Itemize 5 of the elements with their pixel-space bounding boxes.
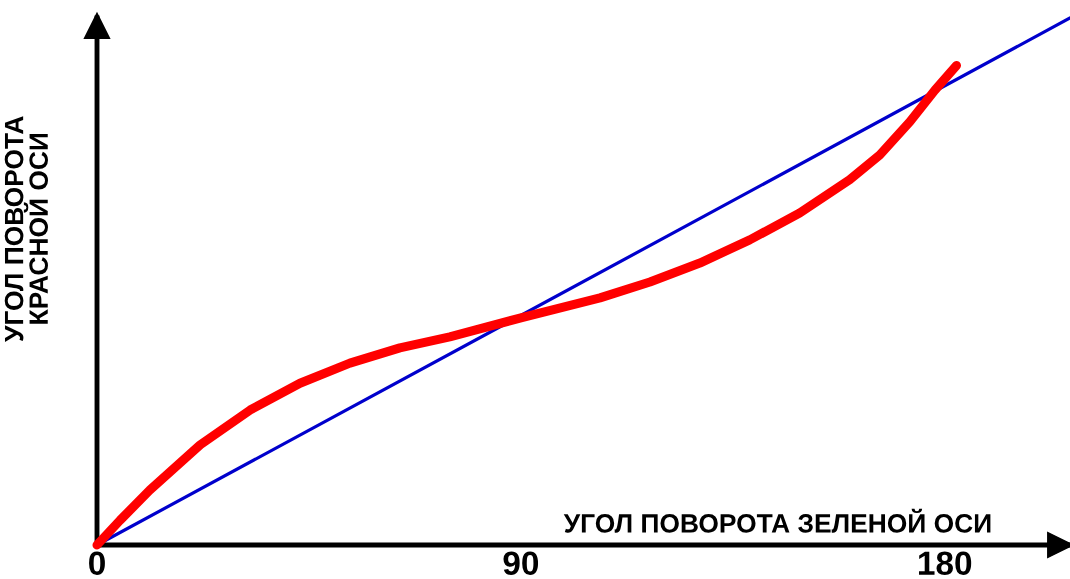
x-tick-label: 0 xyxy=(89,551,105,576)
x-tick-label: 180 xyxy=(919,551,972,576)
x-tick-label: 90 xyxy=(503,551,539,576)
y-axis-title: УГОЛ ПОВОРОТА КРАСНОЙ ОСИ xyxy=(4,116,48,342)
x-axis-title: УГОЛ ПОВОРОТА ЗЕЛЕНОЙ ОСИ xyxy=(563,508,991,533)
